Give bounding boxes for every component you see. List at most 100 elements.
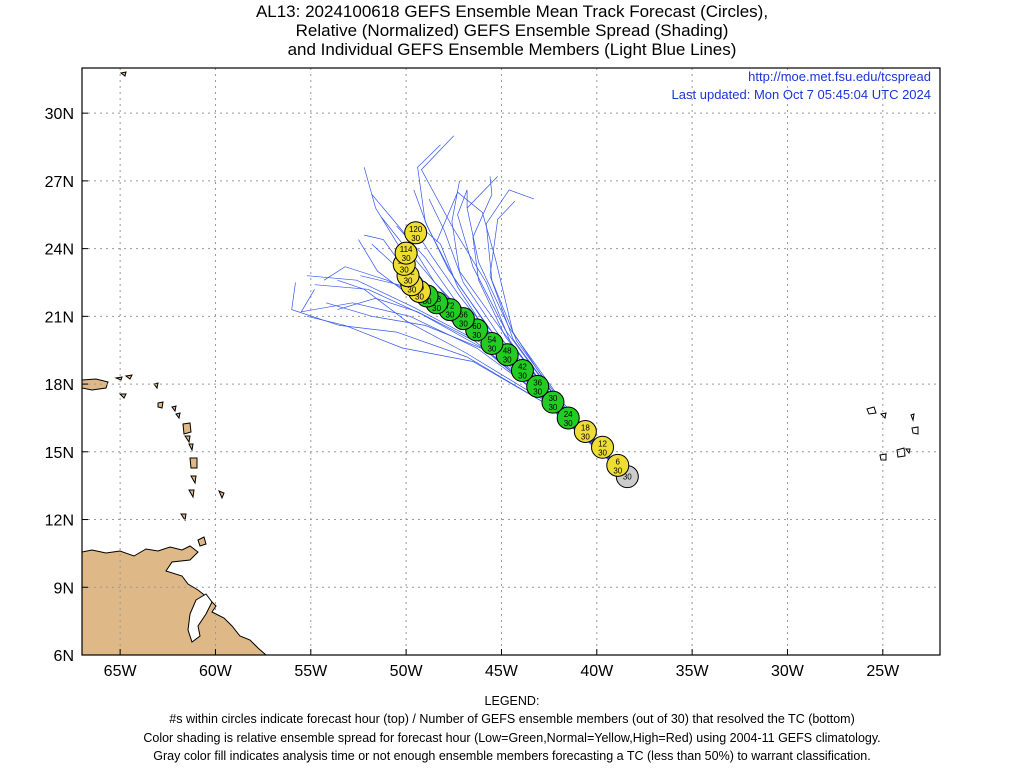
coast-inlet <box>187 593 213 643</box>
y-tick-label: 12N <box>45 513 74 530</box>
track-hour-label: 66 <box>459 311 468 320</box>
track-circle-fill <box>404 221 428 245</box>
ensemble-member-track <box>360 275 628 477</box>
x-tick-label: 30W <box>771 663 805 680</box>
virgin-islands <box>114 374 133 381</box>
y-tick-label: 9N <box>54 580 74 597</box>
cape-verde-islands <box>866 406 919 461</box>
trinidad-island <box>197 536 207 547</box>
track-circle-fill <box>606 453 630 477</box>
track-circle-fill <box>480 331 504 355</box>
track-hour-label: 54 <box>487 335 496 344</box>
x-tick-label: 50W <box>390 663 424 680</box>
y-tick-label: 24N <box>45 242 74 259</box>
source-url[interactable]: http://moe.met.fsu.edu/tcspread <box>748 69 931 84</box>
x-tick-label: 35W <box>676 663 710 680</box>
map-title: AL13: 2024100618 GEFS Ensemble Mean Trac… <box>0 2 1024 59</box>
plot-frame <box>81 67 941 656</box>
track-hour-label: 12 <box>598 439 607 448</box>
ensemble-member-track <box>472 176 628 477</box>
track-members-label: 30 <box>548 403 557 412</box>
ensemble-member-track <box>489 200 628 477</box>
y-tick-label: 18N <box>45 377 74 394</box>
track-hour-label: 18 <box>581 423 590 432</box>
track-members-label: 30 <box>411 234 420 243</box>
y-axis-ticks: 6N 9N 12N 15N 18N 21N 24N 27N 30N <box>45 106 88 665</box>
ensemble-member-track <box>428 198 628 477</box>
title-line-1: AL13: 2024100618 GEFS Ensemble Mean Trac… <box>255 2 769 21</box>
track-circle: 630 <box>606 453 630 477</box>
track-members-label: 30 <box>581 432 590 441</box>
legend-line-2: Color shading is relative ensemble sprea… <box>143 730 881 745</box>
track-members-label: 30 <box>598 448 607 457</box>
track-circle-fill <box>510 359 534 383</box>
y-tick-label: 6N <box>54 648 74 665</box>
track-members-label: 30 <box>487 344 496 353</box>
x-tick-label: 55W <box>294 663 328 680</box>
track-members-label: 30 <box>564 419 573 428</box>
y-tick-label: 21N <box>45 309 74 326</box>
track-hour-label: 114 <box>400 245 413 254</box>
track-hour-label: 42 <box>518 363 527 372</box>
track-hour-label: 6 <box>616 457 621 466</box>
title-line-2: Relative (Normalized) GEFS Ensemble Spre… <box>295 21 729 40</box>
track-hour-label: 120 <box>409 225 423 234</box>
x-tick-label: 45W <box>485 663 519 680</box>
y-tick-label: 30N <box>45 106 74 123</box>
track-circle-fill <box>591 435 615 459</box>
track-members-label: 30 <box>446 311 455 320</box>
track-members-label: 30 <box>402 254 411 263</box>
track-circle-fill <box>394 241 418 265</box>
track-circle-fill <box>556 406 580 430</box>
track-hour-label: 36 <box>533 378 542 387</box>
y-tick-label: 15N <box>45 445 74 462</box>
title-line-3: and Individual GEFS Ensemble Members (Li… <box>287 40 737 59</box>
legend-line-1: #s within circles indicate forecast hour… <box>169 712 855 727</box>
track-circle-fill <box>526 374 550 398</box>
track-circle-fill <box>541 390 565 414</box>
track-members-label: 30 <box>423 297 432 306</box>
track-members-label: 30 <box>503 356 512 365</box>
track-hour-label: 30 <box>548 394 557 403</box>
ensemble-member-track <box>306 315 628 477</box>
track-hour-label: 24 <box>564 410 573 419</box>
track-hour-label: 48 <box>503 347 512 356</box>
last-updated: Last updated: Mon Oct 7 05:45:04 UTC 202… <box>672 87 931 102</box>
track-hour-label: 60 <box>472 322 481 331</box>
track-circle-fill <box>573 419 597 443</box>
track-members-label: 30 <box>472 331 481 340</box>
y-tick-label: 27N <box>45 174 74 191</box>
legend: LEGEND: #s within circles indicate forec… <box>0 692 1024 766</box>
ensemble-member-track <box>323 266 628 477</box>
track-hour-label: 72 <box>446 302 455 311</box>
track-members-label: 30 <box>407 286 416 295</box>
track-members-label: 30 <box>518 372 527 381</box>
mean-track-circles: 3063012301830243030303630423048305430603… <box>392 221 639 489</box>
lesser-antilles <box>118 71 225 522</box>
legend-line-3: Gray color fill indicates analysis time … <box>153 749 871 764</box>
legend-heading: LEGEND: <box>484 694 540 708</box>
x-axis-ticks: 65W 60W 55W 50W 45W 40W 35W 30W 25W <box>104 649 900 680</box>
track-members-label: 30 <box>400 265 409 274</box>
x-tick-label: 25W <box>866 663 900 680</box>
track-members-label: 30 <box>432 304 441 313</box>
track-members-label: 30 <box>404 277 413 286</box>
track-members-label: 30 <box>613 466 622 475</box>
track-members-label: 30 <box>415 293 424 302</box>
track-members-label: 30 <box>533 387 542 396</box>
ensemble-member-track <box>466 176 628 477</box>
x-tick-label: 40W <box>580 663 614 680</box>
track-members-label: 30 <box>623 473 632 482</box>
track-members-label: 30 <box>459 320 468 329</box>
x-tick-label: 60W <box>199 663 233 680</box>
